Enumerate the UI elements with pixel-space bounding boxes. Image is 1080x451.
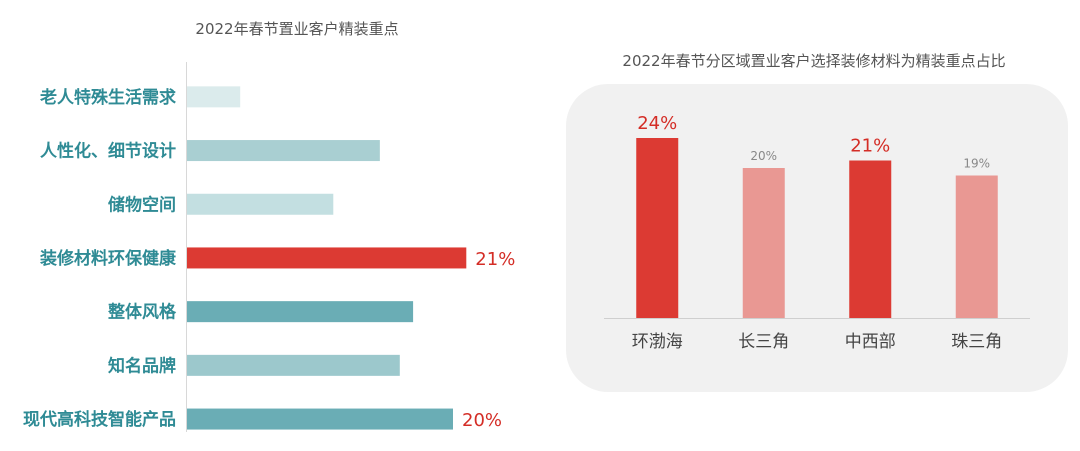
category-label: 长三角 <box>738 332 789 352</box>
bar <box>187 408 453 430</box>
left-bar-chart: 2022年春节置业客户精装重点 老人特殊生活需求人性化、细节设计储物空间装修材料… <box>23 20 515 432</box>
right-chart-title: 2022年春节分区域置业客户选择装修材料为精装重点占比 <box>622 52 1005 70</box>
bar <box>955 175 998 318</box>
bar <box>187 301 414 323</box>
category-label: 中西部 <box>845 332 896 352</box>
value-label: 20% <box>750 149 777 163</box>
bar <box>187 140 380 162</box>
bar <box>187 193 334 215</box>
category-label: 人性化、细节设计 <box>40 141 176 162</box>
bar <box>636 138 679 318</box>
value-label: 21% <box>475 249 515 270</box>
bar <box>742 168 785 318</box>
category-label: 知名品牌 <box>107 355 176 376</box>
bar <box>187 86 241 108</box>
bar <box>187 354 400 376</box>
category-label: 珠三角 <box>951 332 1002 352</box>
bar <box>187 247 467 269</box>
value-label: 24% <box>637 113 677 134</box>
category-label: 装修材料环保健康 <box>39 248 177 269</box>
value-label: 21% <box>850 136 890 157</box>
value-label: 19% <box>963 157 990 171</box>
category-label: 整体风格 <box>108 302 177 323</box>
category-label: 现代高科技智能产品 <box>23 409 176 430</box>
left-chart-title: 2022年春节置业客户精装重点 <box>195 20 398 38</box>
category-label: 环渤海 <box>632 332 683 352</box>
value-label: 20% <box>462 410 502 431</box>
bar <box>849 160 892 318</box>
category-label: 老人特殊生活需求 <box>39 87 176 108</box>
category-label: 储物空间 <box>108 194 176 215</box>
